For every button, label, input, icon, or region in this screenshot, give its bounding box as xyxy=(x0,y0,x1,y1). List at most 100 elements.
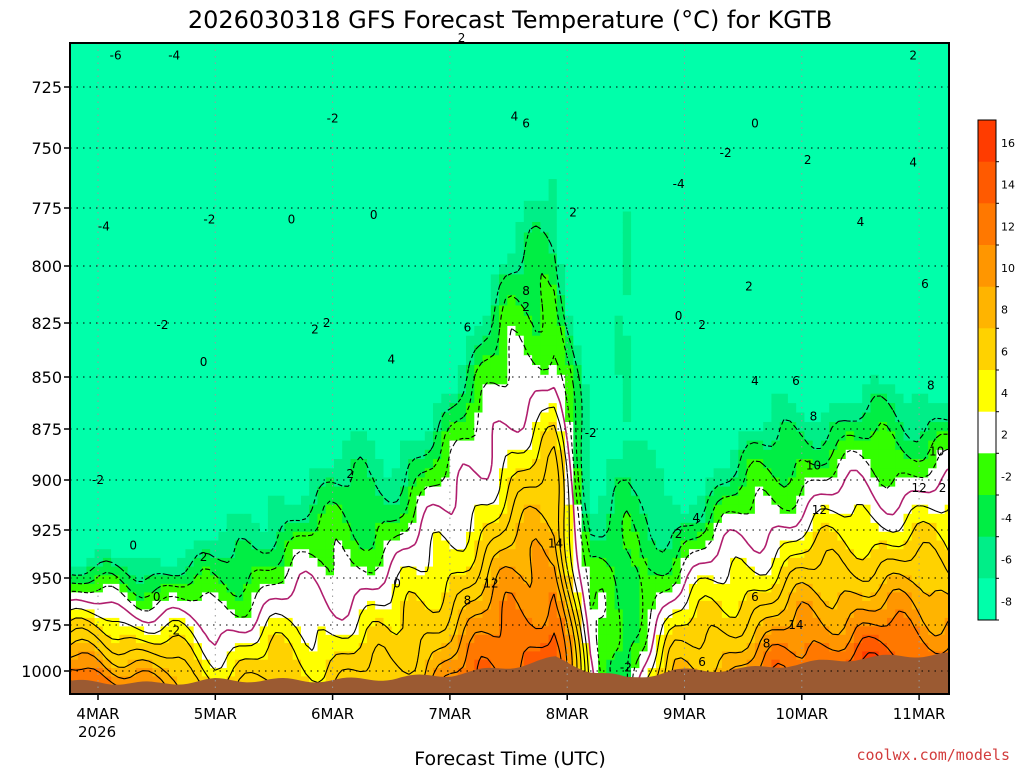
temperature-cell xyxy=(168,200,178,213)
temperature-cell xyxy=(565,146,574,158)
temperature-cell xyxy=(210,659,220,669)
temperature-cell xyxy=(433,274,442,286)
temperature-cell xyxy=(111,365,120,376)
chart-title: 2026030318 GFS Forecast Temperature (°C)… xyxy=(188,6,832,34)
temperature-cell xyxy=(284,504,294,515)
temperature-cell xyxy=(499,295,508,306)
temperature-cell xyxy=(507,431,517,442)
temperature-cell xyxy=(234,449,244,460)
temperature-cell xyxy=(168,91,178,103)
temperature-cell xyxy=(152,46,162,59)
temperature-cell xyxy=(94,243,104,255)
temperature-cell xyxy=(449,200,459,213)
temperature-cell xyxy=(301,325,310,337)
temperature-cell xyxy=(309,440,319,451)
temperature-cell xyxy=(127,513,137,524)
temperature-cell xyxy=(317,146,327,158)
temperature-cell xyxy=(614,355,624,366)
temperature-cell xyxy=(408,459,418,469)
temperature-cell xyxy=(548,384,558,395)
temperature-cell xyxy=(490,315,500,327)
temperature-cell xyxy=(466,609,475,619)
temperature-cell xyxy=(135,384,145,395)
temperature-cell xyxy=(301,549,310,559)
temperature-cell xyxy=(210,274,220,286)
temperature-cell xyxy=(367,477,376,488)
temperature-cell xyxy=(177,325,186,337)
temperature-cell xyxy=(647,305,657,317)
temperature-cell xyxy=(243,315,253,327)
temperature-cell xyxy=(135,403,145,414)
temperature-cell xyxy=(540,643,550,652)
temperature-cell xyxy=(135,643,145,652)
temperature-cell xyxy=(598,566,607,576)
temperature-cell xyxy=(127,617,137,627)
temperature-cell xyxy=(507,384,517,395)
temperature-cell xyxy=(78,403,87,414)
temperature-cell xyxy=(94,422,104,432)
temperature-cell xyxy=(234,69,244,81)
temperature-cell xyxy=(243,157,253,169)
temperature-cell xyxy=(135,468,145,479)
temperature-cell xyxy=(317,315,327,327)
temperature-cell xyxy=(515,626,525,636)
temperature-cell xyxy=(301,232,310,244)
temperature-cell xyxy=(350,540,360,550)
temperature-cell xyxy=(111,522,120,533)
temperature-cell xyxy=(490,643,500,652)
temperature-cell xyxy=(201,617,211,627)
temperature-cell xyxy=(474,374,484,385)
temperature-cell xyxy=(334,643,343,652)
temperature-cell xyxy=(548,124,558,136)
temperature-cell xyxy=(284,668,294,677)
temperature-cell xyxy=(185,80,195,92)
temperature-cell xyxy=(185,592,195,602)
temperature-cell xyxy=(325,46,335,59)
temperature-cell xyxy=(358,504,368,515)
temperature-cell xyxy=(193,168,203,180)
temperature-cell xyxy=(424,668,434,677)
temperature-cell xyxy=(218,102,228,114)
temperature-cell xyxy=(86,146,96,158)
temperature-cell xyxy=(226,179,236,191)
temperature-cell xyxy=(259,422,269,432)
temperature-cell xyxy=(482,211,492,223)
temperature-cell xyxy=(234,168,244,180)
temperature-cell xyxy=(168,305,178,317)
temperature-cell xyxy=(301,69,310,81)
temperature-cell xyxy=(127,384,137,395)
temperature-cell xyxy=(540,634,550,644)
temperature-cell xyxy=(111,495,120,506)
temperature-cell xyxy=(565,431,574,442)
temperature-cell xyxy=(284,179,294,191)
temperature-cell xyxy=(267,549,277,559)
temperature-cell xyxy=(622,609,632,619)
temperature-cell xyxy=(144,124,153,136)
temperature-cell xyxy=(70,374,79,385)
temperature-cell xyxy=(622,486,632,497)
temperature-cell xyxy=(499,557,508,568)
temperature-cell xyxy=(639,113,649,125)
temperature-cell xyxy=(598,365,607,376)
temperature-cell xyxy=(226,422,236,432)
temperature-cell xyxy=(507,200,517,213)
temperature-cell xyxy=(301,43,310,48)
temperature-cell xyxy=(433,412,442,423)
temperature-cell xyxy=(350,365,360,376)
temperature-cell xyxy=(144,540,153,550)
temperature-cell xyxy=(317,325,327,337)
temperature-cell xyxy=(383,168,393,180)
temperature-cell xyxy=(548,113,558,125)
temperature-cell xyxy=(639,222,649,234)
temperature-cell xyxy=(102,540,112,550)
temperature-cell xyxy=(193,634,203,644)
temperature-cell xyxy=(622,449,632,460)
temperature-cell xyxy=(218,365,228,376)
temperature-cell xyxy=(614,575,624,585)
temperature-cell xyxy=(490,477,500,488)
temperature-cell xyxy=(111,295,120,306)
temperature-cell xyxy=(226,583,236,593)
temperature-cell xyxy=(94,531,104,542)
temperature-cell xyxy=(325,422,335,432)
temperature-cell xyxy=(334,113,343,125)
